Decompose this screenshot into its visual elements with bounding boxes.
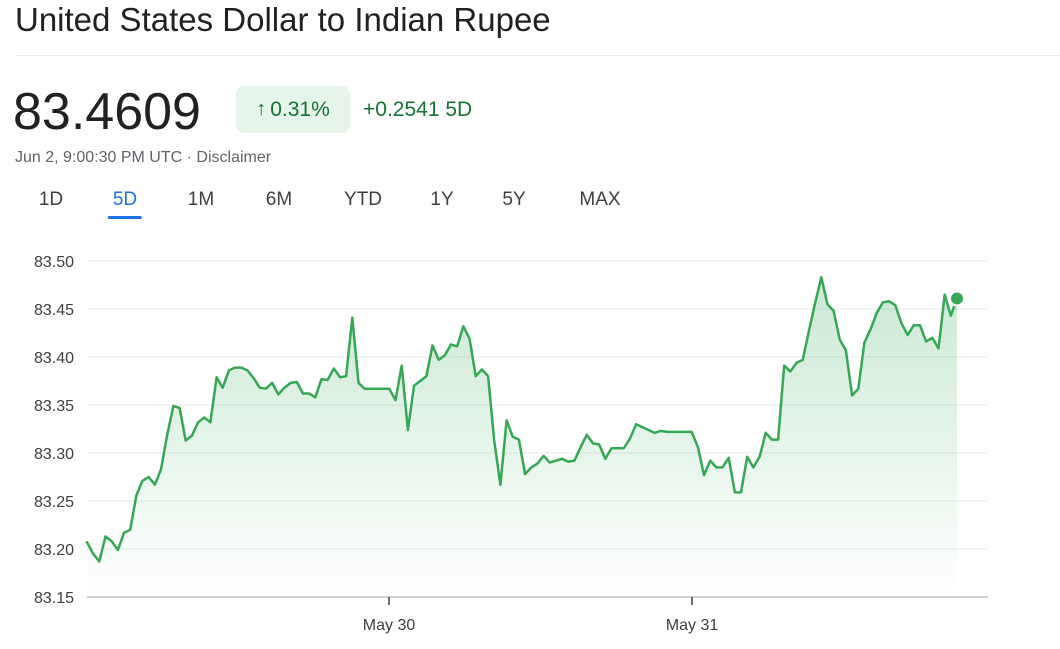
y-tick-label: 83.25 bbox=[34, 494, 74, 511]
tab-1d[interactable]: 1D bbox=[38, 189, 64, 210]
tab-1m[interactable]: 1M bbox=[187, 189, 215, 210]
price-area-fill bbox=[87, 277, 957, 597]
percent-change-value: 0.31% bbox=[270, 97, 330, 121]
tab-5y[interactable]: 5Y bbox=[502, 189, 526, 210]
x-tick-label: May 30 bbox=[363, 617, 416, 634]
y-tick-label: 83.30 bbox=[34, 446, 74, 463]
tab-5d[interactable]: 5D bbox=[107, 186, 143, 219]
quote-meta: Jun 2, 9:00:30 PM UTC · Disclaimer bbox=[15, 148, 271, 168]
x-tick-label: May 31 bbox=[666, 617, 719, 634]
timestamp: Jun 2, 9:00:30 PM UTC · bbox=[15, 149, 197, 166]
disclaimer-link[interactable]: Disclaimer bbox=[196, 149, 272, 166]
tab-max[interactable]: MAX bbox=[579, 189, 621, 210]
y-tick-label: 83.40 bbox=[34, 350, 74, 367]
y-tick-label: 83.20 bbox=[34, 542, 74, 559]
y-tick-label: 83.35 bbox=[34, 398, 74, 415]
y-tick-label: 83.15 bbox=[34, 590, 74, 607]
price-line bbox=[85, 276, 959, 563]
range-tabs: 1D 5D 1M 6M YTD 1Y 5Y MAX bbox=[0, 186, 700, 220]
x-axis-ticks: May 30 May 31 bbox=[363, 597, 719, 634]
y-tick-label: 83.50 bbox=[34, 254, 74, 271]
tab-1y[interactable]: 1Y bbox=[430, 189, 454, 210]
current-price: 83.4609 bbox=[13, 83, 201, 141]
y-tick-label: 83.45 bbox=[34, 302, 74, 319]
header-divider bbox=[15, 55, 1060, 56]
page-title: United States Dollar to Indian Rupee bbox=[15, 1, 551, 38]
last-price-dot bbox=[949, 290, 965, 307]
tab-6m[interactable]: 6M bbox=[265, 189, 293, 210]
arrow-up-icon: ↑ bbox=[256, 98, 267, 120]
absolute-change: +0.2541 5D bbox=[363, 98, 473, 121]
tab-ytd[interactable]: YTD bbox=[344, 189, 382, 210]
y-axis-labels: 83.50 83.45 83.40 83.35 83.30 83.25 83.20 83.15 bbox=[34, 254, 74, 607]
percent-change-badge: ↑ 0.31% bbox=[236, 86, 350, 133]
